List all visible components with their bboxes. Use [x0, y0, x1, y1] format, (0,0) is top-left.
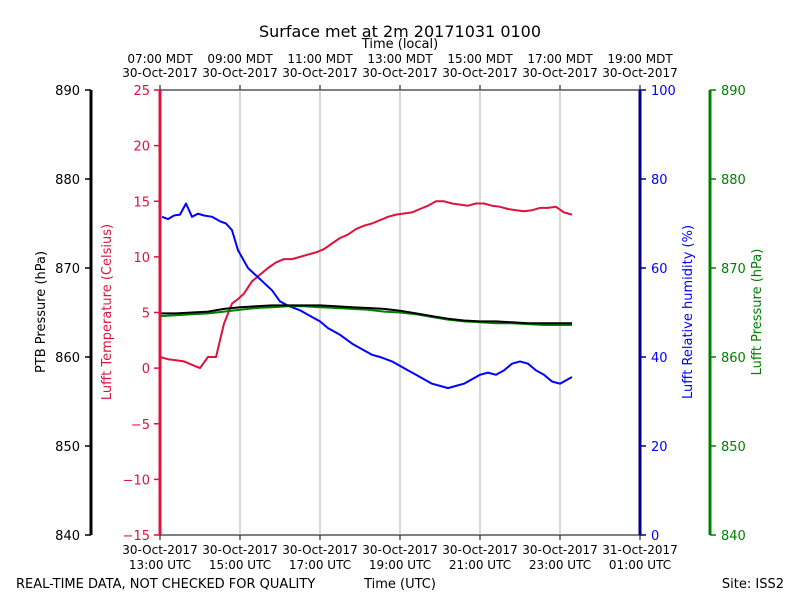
top-tick-label-date: 30-Oct-2017 [122, 66, 198, 80]
temperature-axis-tick-label: −10 [123, 473, 150, 488]
chart-title: Surface met at 2m 20171031 0100 [259, 22, 541, 41]
temperature-axis-tick-label: 20 [133, 140, 150, 155]
ptb-axis-tick-label: 850 [55, 440, 80, 455]
top-tick-label-date: 30-Oct-2017 [602, 66, 678, 80]
lufft-pressure-axis-tick-label: 880 [721, 173, 746, 188]
top-tick-label-date: 30-Oct-2017 [362, 66, 438, 80]
x-tick-label-date: 30-Oct-2017 [522, 543, 598, 557]
ptb-axis-tick-label: 890 [55, 84, 80, 99]
x-tick-label-date: 30-Oct-2017 [202, 543, 278, 557]
ptb-axis-tick-label: 860 [55, 351, 80, 366]
x-tick-label-time: 19:00 UTC [369, 558, 431, 572]
temperature-axis-tick-label: 5 [142, 307, 150, 322]
ptb-axis-tick-label: 870 [55, 262, 80, 277]
top-tick-label-date: 30-Oct-2017 [522, 66, 598, 80]
temperature-axis-tick-label: 25 [133, 84, 150, 99]
x-tick-label-time: 13:00 UTC [129, 558, 191, 572]
humidity-axis-tick-label: 20 [651, 440, 668, 455]
humidity-axis-tick-label: 40 [651, 351, 668, 366]
humidity-axis-title: Lufft Relative humidity (%) [681, 225, 696, 399]
top-axis-label: Time (local) [361, 37, 438, 52]
x-tick-label-time: 23:00 UTC [529, 558, 591, 572]
humidity-axis-tick-label: 100 [651, 84, 676, 99]
temperature-axis-title: Lufft Temperature (Celsius) [100, 224, 115, 400]
lufft-relative-humidity-series-line [161, 202, 573, 390]
temperature-axis-tick-label: −5 [131, 418, 150, 433]
x-tick-label-date: 30-Oct-2017 [362, 543, 438, 557]
x-tick-label-time: 17:00 UTC [289, 558, 351, 572]
lufft-pressure-axis-tick-label: 850 [721, 440, 746, 455]
temperature-axis-tick-label: 10 [133, 251, 150, 266]
x-tick-label-time: 01:00 UTC [609, 558, 671, 572]
top-tick-label-time: 17:00 MDT [527, 52, 593, 66]
humidity-axis-tick-label: 60 [651, 262, 668, 277]
humidity-axis-tick-label: 80 [651, 173, 668, 188]
x-tick-label-time: 15:00 UTC [209, 558, 271, 572]
lufft-pressure-axis-title: Lufft Pressure (hPa) [750, 249, 765, 376]
top-tick-label-time: 09:00 MDT [207, 52, 273, 66]
ptb-axis-tick-label: 880 [55, 173, 80, 188]
temperature-axis-tick-label: 15 [133, 195, 150, 210]
lufft-pressure-axis-tick-label: 860 [721, 351, 746, 366]
lufft-pressure-series-line [159, 305, 572, 326]
ptb-axis-title: PTB Pressure (hPa) [34, 251, 49, 373]
site-label: Site: ISS2 [722, 577, 784, 592]
temperature-axis-tick-label: 0 [142, 362, 150, 377]
top-tick-label-time: 19:00 MDT [607, 52, 673, 66]
x-tick-label-date: 30-Oct-2017 [282, 543, 358, 557]
lufft-pressure-axis-tick-label: 870 [721, 262, 746, 277]
top-tick-label-date: 30-Oct-2017 [442, 66, 518, 80]
top-tick-label-time: 11:00 MDT [287, 52, 353, 66]
top-tick-label-time: 15:00 MDT [447, 52, 513, 66]
temperature-axis-tick-label: −15 [123, 529, 150, 544]
top-tick-label-date: 30-Oct-2017 [202, 66, 278, 80]
lufft-pressure-axis-tick-label: 840 [721, 529, 746, 544]
top-tick-label-date: 30-Oct-2017 [282, 66, 358, 80]
lufft-pressure-axis-tick-label: 890 [721, 84, 746, 99]
ptb-pressure-series-line [160, 304, 572, 325]
top-tick-label-time: 07:00 MDT [127, 52, 193, 66]
series-layer [159, 200, 573, 390]
x-tick-label-date: 31-Oct-2017 [602, 543, 678, 557]
ptb-axis-tick-label: 840 [55, 529, 80, 544]
x-tick-label-date: 30-Oct-2017 [442, 543, 518, 557]
x-axis-title: Time (UTC) [363, 577, 436, 592]
quality-disclaimer: REAL-TIME DATA, NOT CHECKED FOR QUALITY [16, 577, 315, 592]
x-tick-label-time: 21:00 UTC [449, 558, 511, 572]
top-tick-label-time: 13:00 MDT [367, 52, 433, 66]
x-tick-label-date: 30-Oct-2017 [122, 543, 198, 557]
humidity-axis-tick-label: 0 [651, 529, 659, 544]
